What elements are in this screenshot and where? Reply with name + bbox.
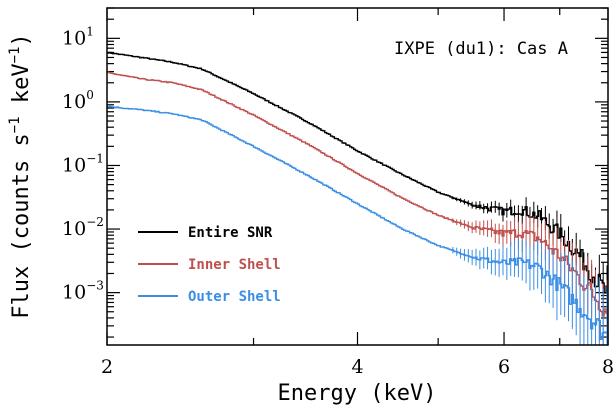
x-tick-label: 2 xyxy=(101,356,113,378)
chart-annotation: IXPE (du1): Cas A xyxy=(394,39,568,59)
x-axis-title: Energy (keV) xyxy=(278,381,437,406)
legend: Entire SNR Inner Shell Outer Shell xyxy=(138,225,281,305)
legend-label-entire-snr: Entire SNR xyxy=(188,225,273,241)
y-axis-title: Flux (counts s−1 keV−1) xyxy=(7,33,34,318)
plot-frame xyxy=(106,7,609,346)
series-line-outer-shell xyxy=(107,105,608,340)
series-line-entire-snr xyxy=(107,51,608,294)
legend-item-inner-shell: Inner Shell xyxy=(138,257,281,273)
series-layer xyxy=(107,51,608,345)
legend-label-outer-shell: Outer Shell xyxy=(188,289,281,305)
legend-item-entire-snr: Entire SNR xyxy=(138,225,273,241)
x-tick-label: 8 xyxy=(602,356,614,378)
series-line-inner-shell xyxy=(107,71,608,317)
y-tick-label: 10−1 xyxy=(62,151,104,176)
x-tick-label: 4 xyxy=(351,356,363,378)
y-tick-label: 10−3 xyxy=(62,279,104,304)
y-tick-label: 10−2 xyxy=(62,215,104,240)
tick-label-layer: 2 4 6 8 101 100 10−1 10−2 10−3 xyxy=(62,24,614,378)
y-tick-label: 101 xyxy=(62,24,94,49)
y-tick-label: 100 xyxy=(62,88,94,113)
legend-label-inner-shell: Inner Shell xyxy=(188,257,281,273)
x-tick-label: 6 xyxy=(498,356,510,378)
legend-item-outer-shell: Outer Shell xyxy=(138,289,281,305)
